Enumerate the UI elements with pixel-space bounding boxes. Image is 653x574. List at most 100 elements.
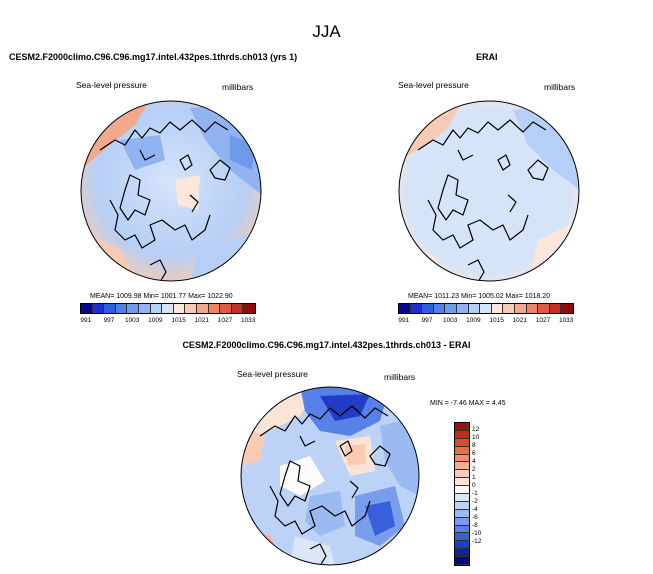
model-colorbar-swatch	[115, 304, 128, 313]
model-colorbar-label: 1009	[148, 317, 163, 324]
model-colorbar-swatch	[92, 304, 105, 313]
diff-colorbar-swatch	[455, 438, 469, 447]
obs-colorbar-swatch	[410, 304, 423, 313]
obs-colorbar-swatch	[561, 304, 573, 313]
diff-polar-map	[240, 386, 420, 566]
model-colorbar-swatch	[173, 304, 186, 313]
model-colorbar-labels: 991 997 1003 1009 1015 1021 1027 1033	[80, 317, 256, 327]
model-variable-label: Sea-level pressure	[76, 80, 147, 90]
diff-colorbar-label: 6	[472, 450, 476, 457]
obs-colorbar-swatch	[514, 304, 527, 313]
model-colorbar-swatch	[127, 304, 139, 313]
diff-colorbar-label: -10	[472, 530, 482, 537]
obs-colorbar-label: 1021	[512, 317, 528, 324]
model-panel-title: CESM2.F2000climo.C96.C96.mg17.intel.432p…	[9, 52, 298, 62]
diff-colorbar-swatch	[455, 541, 469, 550]
obs-colorbar-swatch	[549, 304, 562, 313]
model-colorbar-swatch	[162, 304, 174, 313]
obs-colorbar-label: 1015	[489, 317, 504, 324]
model-colorbar-label: 1021	[194, 317, 210, 324]
diff-colorbar-swatch	[455, 423, 469, 431]
obs-stats: MEAN= 1011.23 Min= 1005.02 Max= 1018.20	[408, 293, 551, 300]
model-colorbar-label: 1027	[217, 317, 233, 324]
diff-colorbar-label: 4	[472, 458, 476, 465]
diff-colorbar-swatch	[455, 533, 469, 542]
diff-panel-title: CESM2.F2000climo.C96.C96.mg17.intel.432p…	[182, 340, 471, 350]
diff-stats: MIN = -7.46 MAX = 4.45	[430, 400, 506, 407]
diff-units-label: millibars	[384, 372, 416, 382]
model-colorbar-swatch	[208, 304, 221, 313]
diff-colorbar-swatch	[455, 446, 469, 455]
obs-colorbar-swatch	[491, 304, 504, 313]
diff-colorbar-swatch	[455, 430, 469, 439]
model-colorbar-swatch	[185, 304, 197, 313]
model-colorbar-swatch	[104, 304, 116, 313]
model-units-label: millibars	[222, 82, 254, 92]
diff-colorbar-swatch	[455, 494, 469, 502]
diff-colorbar-label: 2	[472, 466, 476, 473]
diff-colorbar-swatch	[455, 454, 469, 463]
diff-colorbar-label: -1	[472, 490, 478, 497]
model-colorbar-label: 1033	[240, 317, 256, 324]
diff-colorbar-swatch	[455, 525, 469, 534]
diff-colorbar-swatch	[455, 470, 469, 479]
figure-title: JJA	[312, 22, 341, 41]
model-colorbar-swatch	[196, 304, 209, 313]
diff-colorbar-label: -6	[472, 514, 478, 521]
model-stats: MEAN= 1009.98 Min= 1001.77 Max= 1022.90	[90, 293, 233, 300]
diff-colorbar-swatch	[455, 549, 469, 558]
diff-colorbar-label: 0	[472, 482, 476, 489]
diff-colorbar-swatch	[455, 486, 469, 495]
obs-colorbar-swatch	[422, 304, 434, 313]
obs-colorbar-label: 991	[398, 317, 410, 324]
obs-colorbar-swatch	[399, 304, 411, 313]
model-colorbar-swatch	[150, 304, 163, 313]
diff-colorbar-label: 10	[472, 434, 480, 441]
model-colorbar-swatch	[138, 304, 151, 313]
model-colorbar-swatch	[81, 304, 93, 313]
model-colorbar-swatch	[231, 304, 244, 313]
obs-colorbar-swatch	[503, 304, 515, 313]
obs-colorbar-swatch	[526, 304, 539, 313]
obs-colorbar-swatch	[445, 304, 457, 313]
diff-variable-label: Sea-level pressure	[237, 369, 308, 379]
obs-units-label: millibars	[544, 82, 576, 92]
obs-colorbar-label: 1033	[558, 317, 574, 324]
diff-colorbar-swatch	[455, 517, 469, 526]
model-colorbar-label: 997	[103, 317, 115, 324]
diff-colorbar-label: -4	[472, 506, 478, 513]
diff-colorbar-label: -8	[472, 522, 478, 529]
obs-variable-label: Sea-level pressure	[398, 80, 469, 90]
model-colorbar-swatch	[220, 304, 232, 313]
diff-colorbar-label: 8	[472, 442, 476, 449]
obs-colorbar-label: 1009	[466, 317, 481, 324]
obs-colorbar-label: 997	[421, 317, 433, 324]
obs-colorbar-swatch	[480, 304, 492, 313]
diff-colorbar-label: 1	[472, 474, 476, 481]
obs-colorbar-labels: 991 997 1003 1009 1015 1021 1027 1033	[398, 317, 574, 327]
model-colorbar-label: 1003	[124, 317, 140, 324]
diff-colorbar-swatch	[455, 557, 469, 566]
diff-colorbar-label: -2	[472, 498, 478, 505]
diff-colorbar-swatch	[455, 462, 469, 471]
diff-colorbar-swatch	[455, 509, 469, 518]
obs-colorbar-swatch	[468, 304, 481, 313]
obs-colorbar-label: 1003	[442, 317, 458, 324]
model-colorbar-label: 991	[80, 317, 92, 324]
diff-colorbar-label: 12	[472, 426, 480, 433]
obs-colorbar	[398, 303, 574, 314]
model-colorbar-label: 1015	[171, 317, 186, 324]
obs-colorbar-swatch	[538, 304, 550, 313]
model-colorbar-swatch	[243, 304, 255, 313]
diff-colorbar-swatch	[455, 501, 469, 510]
obs-colorbar-label: 1027	[535, 317, 551, 324]
obs-panel-title: ERAI	[476, 52, 498, 62]
diff-colorbar	[454, 422, 470, 566]
obs-polar-map	[398, 100, 580, 282]
model-colorbar	[80, 303, 256, 314]
obs-colorbar-swatch	[433, 304, 446, 313]
obs-colorbar-swatch	[456, 304, 469, 313]
diff-colorbar-swatch	[455, 478, 469, 487]
diff-colorbar-labels: 12 10 8 6 4 2 1 0 -1 -2 -4 -6 -8 -10 -12	[472, 422, 502, 564]
diff-colorbar-label: -12	[472, 538, 482, 545]
